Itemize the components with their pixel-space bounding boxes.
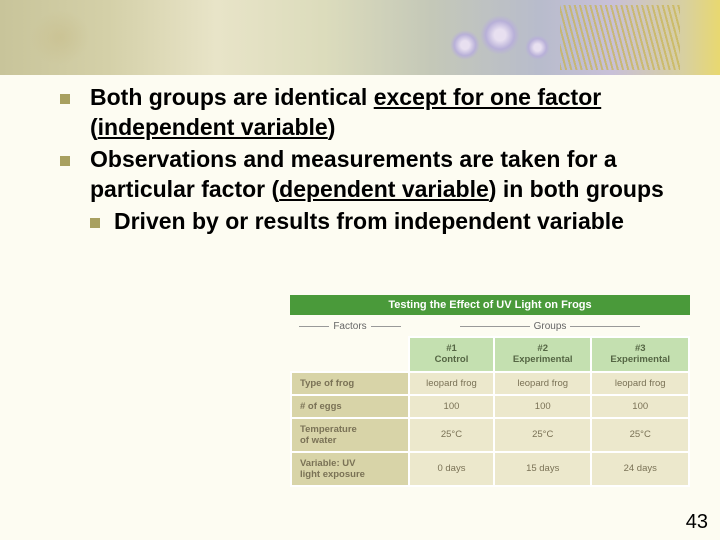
table-row: Type of frog leopard frog leopard frog l… (291, 372, 689, 395)
data-cell: 100 (591, 395, 689, 418)
data-table: #1Control #2Experimental #3Experimental … (290, 336, 690, 487)
text: Driven by or results from independent va… (114, 208, 624, 234)
sub-bullet-item: Driven by or results from independent va… (90, 207, 680, 237)
data-cell: 100 (409, 395, 494, 418)
factor-label: Type of frog (291, 372, 409, 395)
factor-label: # of eggs (291, 395, 409, 418)
flower-decoration (525, 35, 550, 60)
data-cell: 24 days (591, 452, 689, 486)
text-underlined: independent variable (98, 114, 328, 140)
factor-label: Variable: UVlight exposure (291, 452, 409, 486)
data-cell: 25°C (409, 418, 494, 452)
bullet-list: Both groups are identical except for one… (60, 83, 680, 236)
decorative-banner (0, 0, 720, 75)
table-group-headers: Factors Groups (290, 315, 690, 336)
text: Groups (534, 321, 567, 332)
text: ) (328, 114, 336, 140)
column-header-row: #1Control #2Experimental #3Experimental (291, 337, 689, 372)
text: Factors (333, 321, 366, 332)
text: ( (90, 114, 98, 140)
text-underlined: except for one factor (374, 84, 602, 110)
groups-header: Groups (410, 321, 690, 332)
text-underlined: dependent variable (279, 176, 489, 202)
text: ) in both groups (489, 176, 664, 202)
slide-content: Both groups are identical except for one… (0, 75, 720, 236)
factors-header: Factors (290, 321, 410, 332)
table-row: # of eggs 100 100 100 (291, 395, 689, 418)
data-cell: 25°C (494, 418, 592, 452)
data-cell: 25°C (591, 418, 689, 452)
table-row: Variable: UVlight exposure 0 days 15 day… (291, 452, 689, 486)
data-cell: 0 days (409, 452, 494, 486)
sub-bullet-list: Driven by or results from independent va… (90, 207, 680, 237)
bullet-item-1: Both groups are identical except for one… (60, 83, 680, 143)
data-cell: leopard frog (494, 372, 592, 395)
experiment-table: Testing the Effect of UV Light on Frogs … (290, 295, 690, 487)
col-header-control: #1Control (409, 337, 494, 372)
col-header-exp2: #3Experimental (591, 337, 689, 372)
col-header-exp1: #2Experimental (494, 337, 592, 372)
blank-cell (291, 337, 409, 372)
flower-decoration (450, 30, 480, 60)
text: Both groups are identical (90, 84, 374, 110)
data-cell: 100 (494, 395, 592, 418)
flower-decoration (480, 15, 520, 55)
factor-label: Temperatureof water (291, 418, 409, 452)
data-cell: 15 days (494, 452, 592, 486)
bullet-item-2: Observations and measurements are taken … (60, 145, 680, 237)
data-cell: leopard frog (409, 372, 494, 395)
data-cell: leopard frog (591, 372, 689, 395)
page-number: 43 (686, 511, 708, 534)
table-row: Temperatureof water 25°C 25°C 25°C (291, 418, 689, 452)
table-title: Testing the Effect of UV Light on Frogs (290, 295, 690, 315)
